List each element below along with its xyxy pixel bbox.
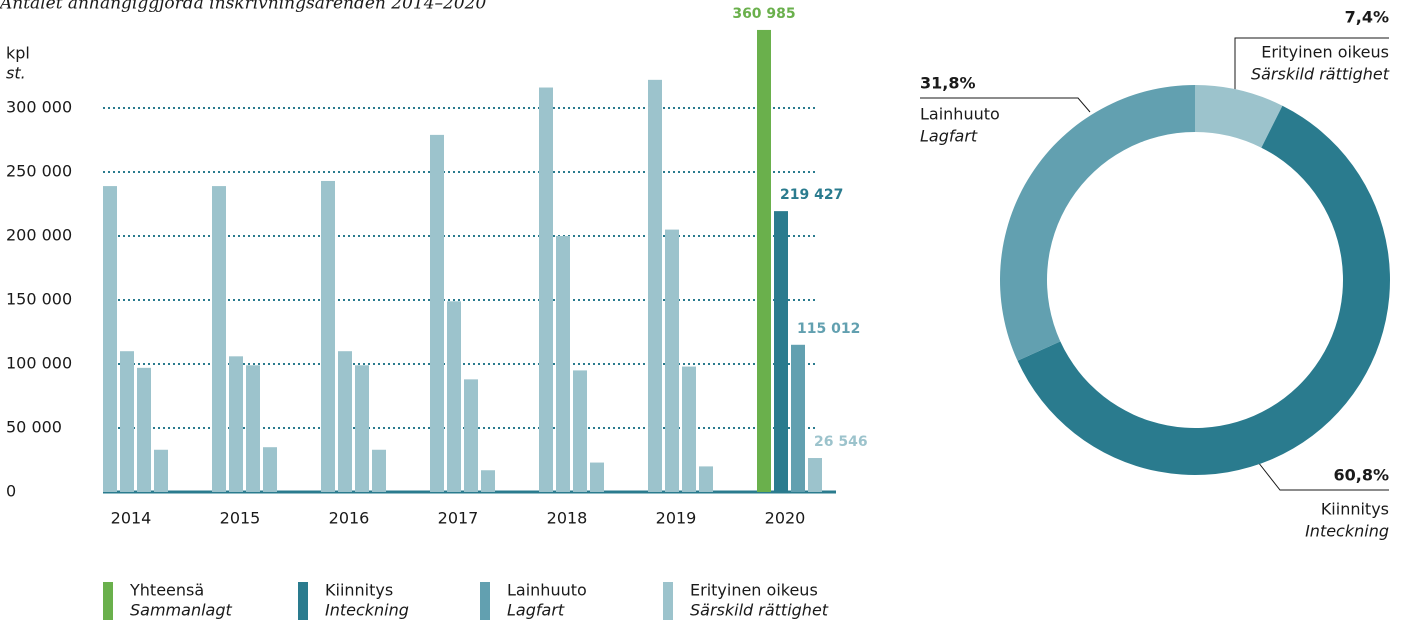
legend-swatch [480, 582, 490, 620]
legend-label: Kiinnitys [325, 581, 393, 600]
bar [229, 356, 243, 492]
bar [464, 379, 478, 492]
y-tick-label: 200 000 [6, 226, 72, 245]
x-tick-label: 2017 [438, 509, 479, 528]
bar [573, 370, 587, 492]
donut-slice [1195, 85, 1283, 148]
legend-label: Yhteensä [129, 581, 204, 600]
x-tick-label: 2016 [329, 509, 370, 528]
y-tick-label: 250 000 [6, 162, 72, 181]
value-label: 26 546 [814, 434, 868, 450]
bar [808, 458, 822, 492]
bar [539, 87, 553, 493]
slice-value-label: 7,4% [1345, 8, 1389, 27]
value-label: 360 985 [732, 6, 795, 22]
legend-label-sv: Lagfart [507, 601, 565, 620]
bar [154, 449, 168, 492]
bar [682, 366, 696, 492]
y-tick-label: 300 000 [6, 98, 72, 117]
bar [212, 186, 226, 492]
slice-label: Kiinnitys [1321, 500, 1389, 519]
x-tick-label: 2014 [111, 509, 152, 528]
bar [120, 351, 134, 492]
value-label: 219 427 [780, 187, 843, 203]
bar [757, 29, 771, 492]
x-tick-label: 2019 [656, 509, 697, 528]
slice-label: Erityinen oikeus [1261, 43, 1389, 62]
slice-label: Lainhuuto [920, 105, 1000, 124]
slice-label-sv: Inteckning [1305, 522, 1389, 541]
y-axis-label-sv: st. [6, 64, 26, 83]
x-tick-label: 2015 [220, 509, 261, 528]
slice-label-sv: Lagfart [920, 127, 978, 146]
bar [338, 351, 352, 492]
bar [447, 301, 461, 492]
chart-title: Antalet anhängiggjorda inskrivningsärend… [0, 0, 486, 14]
slice-label-sv: Särskild rättighet [1251, 65, 1390, 84]
bar [355, 365, 369, 492]
bar [372, 449, 386, 492]
leader-line [920, 97, 1091, 113]
legend-label: Lainhuuto [507, 581, 587, 600]
value-label: 115 012 [797, 321, 860, 337]
leader-line [1257, 461, 1389, 491]
bar [137, 367, 151, 492]
bar [430, 134, 444, 492]
legend-label-sv: Sammanlagt [130, 601, 232, 620]
bar [103, 186, 117, 492]
y-tick-label: 0 [6, 482, 16, 501]
legend-swatch [663, 582, 673, 620]
y-tick-label: 100 000 [6, 354, 72, 373]
donut-slice [1000, 85, 1195, 361]
bar [791, 344, 805, 492]
bar [590, 462, 604, 492]
y-tick-label: 50 000 [6, 418, 62, 437]
bar [699, 466, 713, 492]
bar [556, 236, 570, 492]
x-tick-label: 2020 [765, 509, 806, 528]
legend-label: Erityinen oikeus [690, 581, 818, 600]
x-tick-label: 2018 [547, 509, 588, 528]
y-tick-label: 150 000 [6, 290, 72, 309]
legend-swatch [298, 582, 308, 620]
slice-value-label: 31,8% [920, 74, 976, 93]
bar [263, 447, 277, 492]
legend-label-sv: Inteckning [325, 601, 409, 620]
leader-line [1234, 37, 1389, 105]
slice-value-label: 60,8% [1333, 466, 1389, 485]
bar [665, 229, 679, 492]
bar [321, 180, 335, 492]
y-axis-label: kpl [6, 44, 30, 63]
bar [246, 365, 260, 492]
bar [774, 211, 788, 493]
bar [481, 470, 495, 492]
legend-swatch [103, 582, 113, 620]
legend-label-sv: Särskild rättighet [690, 601, 829, 620]
bar [648, 79, 662, 492]
